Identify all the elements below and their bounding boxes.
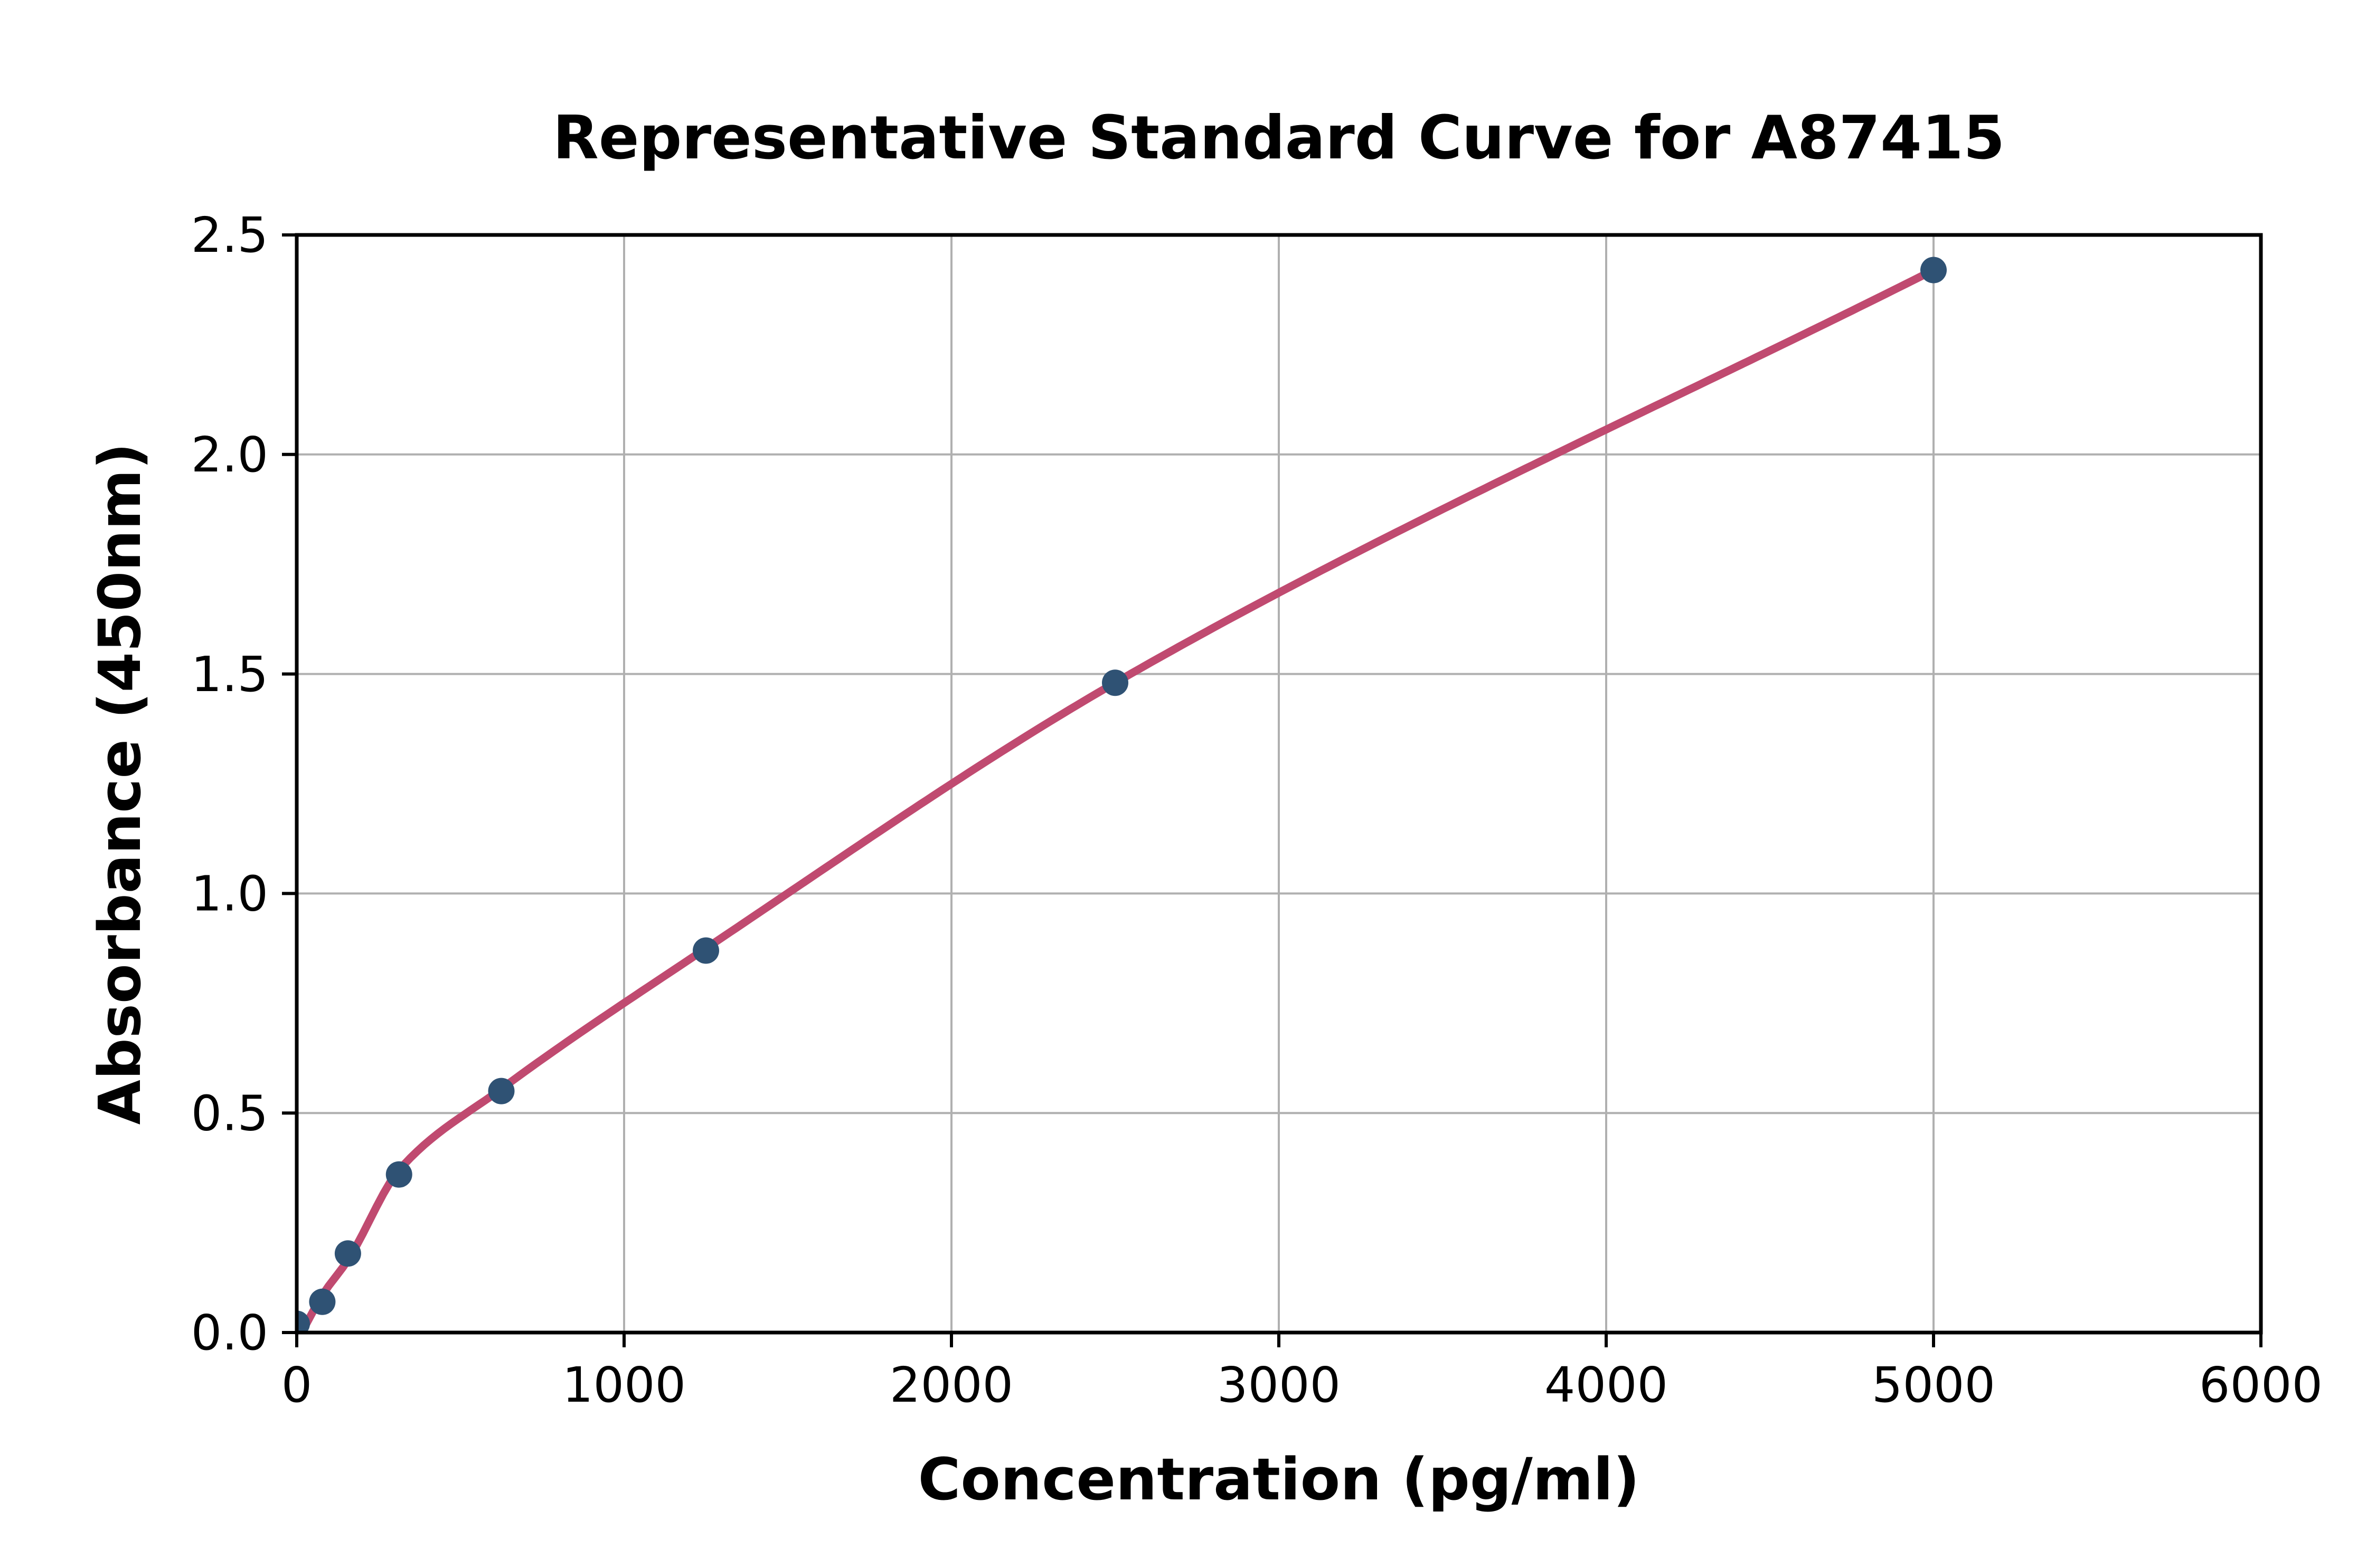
plot-data <box>297 257 1947 1333</box>
y-tick-label: 2.0 <box>191 427 268 483</box>
axis-ticks <box>282 233 2262 1347</box>
chart-title: Representative Standard Curve for A87415 <box>553 103 2005 173</box>
y-tick-label: 0.0 <box>191 1305 268 1361</box>
x-tick-label: 3000 <box>1217 1357 1341 1413</box>
x-tick-label: 5000 <box>1872 1357 1995 1413</box>
x-axis-label: Concentration (pg/ml) <box>918 1446 1640 1513</box>
y-tick-label: 0.5 <box>191 1085 268 1141</box>
data-point <box>693 937 719 964</box>
x-tick-label: 6000 <box>2199 1357 2323 1413</box>
data-point <box>297 1310 310 1333</box>
x-tick-label: 0 <box>281 1357 313 1413</box>
y-tick-label: 2.5 <box>191 207 268 263</box>
x-tick-label: 2000 <box>890 1357 1013 1413</box>
axes-box <box>295 233 2263 1335</box>
data-point <box>1102 669 1128 696</box>
y-tick-label: 1.0 <box>191 866 268 922</box>
data-point <box>309 1288 336 1315</box>
data-point <box>488 1078 515 1104</box>
y-tick-label: 1.5 <box>191 646 268 703</box>
x-tick-label: 1000 <box>562 1357 686 1413</box>
y-axis-label: Absorbance (450nm) <box>86 443 154 1125</box>
tick-labels: 0 1000 2000 3000 4000 5000 6000 0.0 0.5 1.0 1.5 2.0… <box>191 207 2323 1413</box>
x-tick-label: 4000 <box>1544 1357 1668 1413</box>
data-point <box>385 1161 412 1188</box>
data-point <box>334 1240 361 1267</box>
data-point <box>1920 257 1947 284</box>
